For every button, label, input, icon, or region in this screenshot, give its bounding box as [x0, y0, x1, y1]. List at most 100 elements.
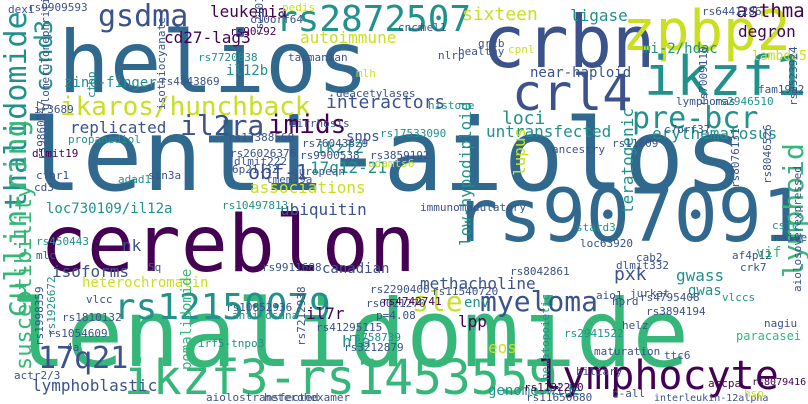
word-rs9909593: rs9909593	[28, 1, 88, 14]
word-ikzf3-rs1453559: ikzf3-rs1453559	[124, 350, 558, 404]
word-6p21-32: 6p21.32	[232, 163, 279, 176]
word-lymphoblastic: lymphoblastic	[32, 376, 158, 395]
word-ctbp: ctbp	[85, 71, 98, 99]
word-hprd: hprd	[612, 295, 639, 308]
word-paracasei: paracasei	[736, 329, 802, 343]
word-rs4742741: rs4742741	[382, 295, 442, 308]
word-heterochromatin: heterochromatin	[82, 275, 209, 291]
word-propanediol: propanediol	[68, 133, 141, 146]
word-cfhr1: cfhr1	[36, 169, 70, 182]
word-autoimmune: autoimmune	[300, 28, 397, 47]
word-mlh: mlh	[356, 67, 376, 80]
word-grzb: grzb	[478, 37, 505, 50]
word-i-3689: i-3689	[34, 103, 74, 116]
word-ikzf2: ikzf2	[316, 138, 365, 157]
word-il2ra: il2ra	[180, 109, 265, 142]
word-ttc6: ttc6	[664, 349, 691, 362]
word-rs1054609: rs1054609	[48, 327, 108, 340]
word-european: european	[292, 165, 345, 178]
word-p-4-08: p=4.08	[376, 309, 416, 322]
word-crl4: crl4	[512, 64, 633, 122]
word-adamts6: adamts6	[368, 157, 415, 170]
word-sixteen: sixteen	[462, 4, 538, 25]
word-rs450443: rs450443	[36, 235, 89, 248]
word-rs1998359: rs1998359	[33, 286, 46, 346]
word-lpp: lpp	[458, 312, 487, 331]
word-nlrp: nlrp	[438, 49, 465, 62]
word-nagiu: nagiu	[764, 317, 798, 330]
word-loc730109-il12a: loc730109/il12a	[46, 201, 173, 217]
word-rs2290400: rs2290400	[370, 283, 430, 296]
word-rs2523924: rs2523924	[787, 46, 800, 106]
word-hsp: hsp	[744, 387, 764, 400]
word-gwas: gwas	[688, 283, 722, 299]
word-pre-bcr: pre-bcr	[632, 101, 759, 136]
word-sle: sle	[412, 285, 463, 318]
word-ikaros-hunchback: ikaros/hunchback	[60, 92, 311, 122]
word-hematopoietic: hematopoietic	[539, 293, 552, 380]
word-rs10852936: rs10852936	[226, 301, 293, 314]
word-helios: helios	[58, 13, 369, 113]
word-teratogenic: teratogenic	[618, 108, 637, 214]
word-cd27-lag3: cd27-lag3	[164, 28, 251, 47]
word-rs8046526: rs8046526	[761, 124, 774, 184]
word-ligase: ligase	[570, 6, 628, 25]
word-rs4843869: rs4843869	[160, 75, 220, 88]
word-stard3: stard3	[576, 221, 616, 234]
word-biliary: biliary	[576, 365, 623, 378]
word-eos: eos	[488, 338, 517, 357]
word-loc63920: loc63920	[580, 237, 633, 250]
word-jurkat: jurkat	[630, 287, 670, 300]
word-leukemia: leukemia	[210, 2, 288, 21]
word-aio1: aio1	[596, 289, 623, 302]
word-erythematosus: erythematosus	[652, 124, 778, 143]
word-rs9900538: rs9900538	[300, 149, 360, 162]
word-isoforms: isoforms	[52, 262, 130, 281]
word-mi-2-hdac: mi-2/hdac	[642, 41, 718, 57]
word-lymphocyte: lymphocyte	[538, 353, 779, 399]
word-nk: nk	[122, 236, 142, 255]
word-untransfected: untransfected	[486, 122, 612, 141]
word-b-all: b-all	[612, 387, 646, 400]
word-interleukin-12alpha: interleukin-12alpha	[654, 393, 769, 404]
word-rs17533090: rs17533090	[380, 127, 447, 140]
word-c10orf64: c10orf64	[250, 13, 303, 26]
word-snps: snps	[346, 129, 380, 145]
word-isothiocyanate: isothiocyanate	[155, 17, 168, 110]
word-cab2: cab2	[636, 251, 663, 264]
word-hel1: hel1	[420, 21, 447, 34]
word-cpnl: cpnl	[508, 43, 535, 56]
word-degron: degron	[738, 22, 796, 41]
word-interactors: interactors	[326, 92, 446, 113]
word-vlcc: vlcc	[86, 293, 113, 306]
word-il7r: il7r	[306, 304, 345, 323]
word-rs1132200: rs1132200	[524, 381, 584, 394]
word-pxk: pxk	[614, 264, 647, 285]
word-tmem39a: tmem39a	[266, 173, 313, 186]
word-rs10497813: rs10497813	[222, 199, 289, 212]
word-rs6021270: rs6021270	[366, 297, 426, 310]
word-asthma: asthma	[736, 0, 805, 22]
word-cncm: cncm	[398, 21, 425, 34]
word-rs11609: rs11609	[612, 137, 659, 150]
word-rs9911688: rs9911688	[262, 261, 322, 274]
word-lymphomas: lymphomas	[676, 95, 736, 108]
word-pedis: pedis	[282, 1, 316, 14]
word-rs17388568: rs17388568	[228, 131, 295, 144]
word-replicated: replicated	[70, 118, 167, 137]
word-rs26026376: rs26026376	[230, 147, 297, 160]
word-actr2-3: actr2/3	[14, 369, 61, 382]
word-rs758739: rs758739	[348, 331, 401, 344]
word-pomalidomide: pomalidomide	[179, 268, 195, 370]
word-rs2941522: rs2941522	[564, 327, 624, 340]
word-cirrhosis: cirrhosis	[290, 117, 350, 130]
word-ancestry: ancestry	[552, 143, 605, 156]
word-imids: imids	[268, 110, 347, 140]
word-rs90792: rs90792	[230, 25, 277, 38]
word-associations: associations	[250, 178, 366, 197]
word-env: env	[464, 295, 490, 311]
word-helz: helz	[622, 319, 649, 332]
word-zinc-finger: zinc-finger	[64, 75, 157, 91]
word-deacetylases: deacetylases	[336, 87, 416, 100]
